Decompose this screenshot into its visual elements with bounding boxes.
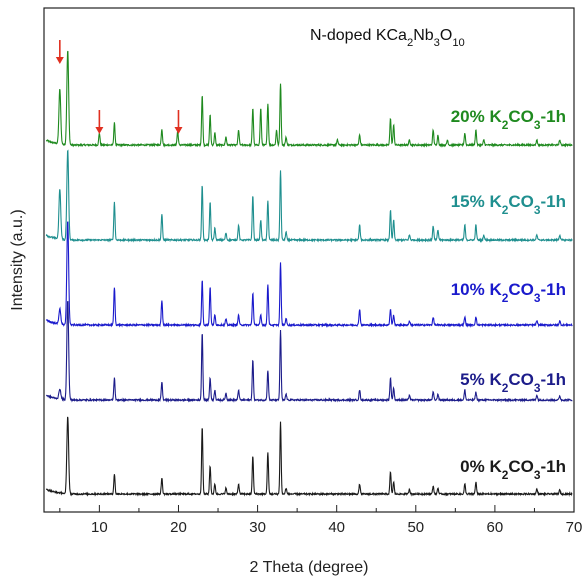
y-axis-title: Intensity (a.u.): [9, 209, 26, 310]
arrow-layer: [55, 40, 183, 134]
series-line: [45, 221, 573, 328]
x-axis-title: 2 Theta (degree): [250, 559, 369, 576]
peak-arrow-marker: [95, 110, 104, 134]
series-line: [45, 416, 573, 497]
series-labels: 20% K2CO3-1h 15% K2CO3-1h 10% K2CO3-1h 5% K…: [451, 107, 566, 482]
x-tick-label: 30: [249, 519, 266, 536]
x-axis-ticks: 10 20 30 40 50 60 70: [59, 505, 583, 536]
chart-title: N-doped KCa2Nb3O10: [310, 27, 465, 49]
series-label: 5% K2CO3-1h: [460, 370, 566, 395]
x-tick-label: 40: [328, 519, 345, 536]
plot-frame: [43, 7, 575, 513]
series-layer: [45, 50, 573, 497]
series-line: [45, 149, 573, 243]
x-tick-label: 50: [407, 519, 424, 536]
series-label: 20% K2CO3-1h: [451, 107, 566, 132]
series-label: 0% K2CO3-1h: [460, 457, 566, 482]
series-label: 15% K2CO3-1h: [451, 192, 566, 217]
x-tick-label: 70: [566, 519, 583, 536]
x-tick-label: 20: [170, 519, 187, 536]
x-tick-label: 10: [91, 519, 108, 536]
peak-arrow-marker: [55, 40, 64, 64]
series-line: [45, 300, 573, 403]
series-label: 10% K2CO3-1h: [451, 280, 566, 305]
series-line: [45, 50, 573, 148]
x-tick-label: 60: [487, 519, 504, 536]
peak-arrow-marker: [174, 110, 183, 134]
